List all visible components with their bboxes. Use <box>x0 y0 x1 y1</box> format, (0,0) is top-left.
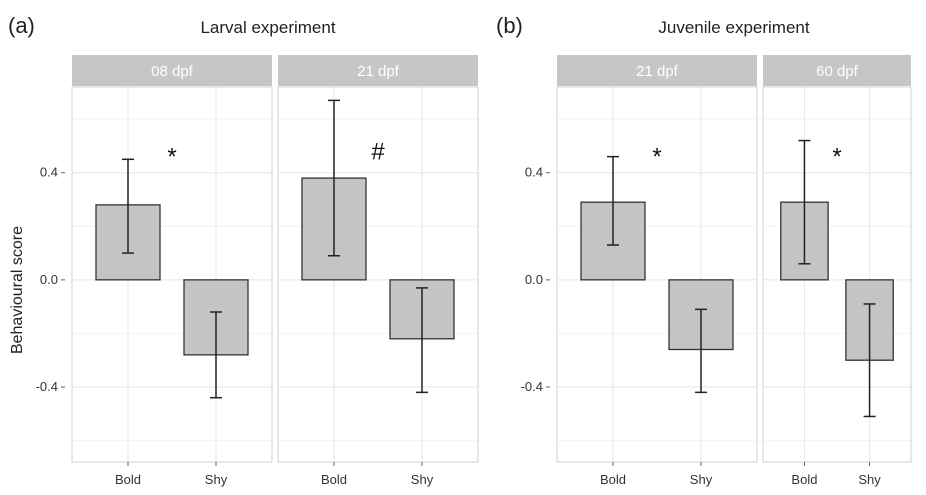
y-tick-label-b-1: 0.0 <box>525 272 543 287</box>
facet-frame <box>277 86 479 463</box>
significance-marker: * <box>652 144 661 171</box>
x-tick-label-bold: Bold <box>791 472 817 487</box>
y-tick-label-b-2: 0.4 <box>525 165 543 180</box>
panel-b-letter: (b) <box>496 13 523 38</box>
facet-strip-label: 21 dpf <box>636 63 679 80</box>
facet-panel: 21 dpf Bold Shy # <box>277 55 479 487</box>
x-tick-label-shy: Shy <box>690 472 713 487</box>
x-tick-label-shy: Shy <box>858 472 881 487</box>
y-tick-label-a-1: 0.0 <box>40 272 58 287</box>
y-tick-label-a-0: -0.4 <box>36 379 58 394</box>
x-tick-label-bold: Bold <box>115 472 141 487</box>
y-tick-label-b-0: -0.4 <box>521 379 543 394</box>
significance-marker: * <box>167 144 176 171</box>
facet-frame <box>762 86 912 463</box>
panel-a-title: Larval experiment <box>200 18 335 37</box>
facet-strip <box>72 55 272 86</box>
x-tick-label-shy: Shy <box>205 472 228 487</box>
facet-panel: 08 dpf Bold Shy * <box>71 55 273 487</box>
facet-panels: -0.4 0.0 0.4 08 dpf Bold Shy * 21 dpf Bold Shy # -0… <box>36 55 912 487</box>
facet-strip-label: 08 dpf <box>151 63 194 80</box>
panel-b-title: Juvenile experiment <box>658 18 809 37</box>
significance-marker: * <box>832 144 841 171</box>
facet-strip-label: 21 dpf <box>357 63 400 80</box>
panel-a-letter: (a) <box>8 13 35 38</box>
y-tick-label-a-2: 0.4 <box>40 165 58 180</box>
facet-frame <box>556 86 758 463</box>
facet-panel: 21 dpf Bold Shy * <box>556 55 758 487</box>
facet-strip <box>557 55 757 86</box>
x-tick-label-shy: Shy <box>411 472 434 487</box>
x-tick-label-bold: Bold <box>321 472 347 487</box>
facet-strip <box>763 55 911 86</box>
facet-panel: 60 dpf Bold Shy * <box>762 55 912 487</box>
facet-frame <box>71 86 273 463</box>
x-tick-label-bold: Bold <box>600 472 626 487</box>
significance-marker: # <box>371 138 385 165</box>
facet-strip <box>278 55 478 86</box>
y-axis-title: Behavioural score <box>9 226 26 354</box>
facet-strip-label: 60 dpf <box>816 63 859 80</box>
